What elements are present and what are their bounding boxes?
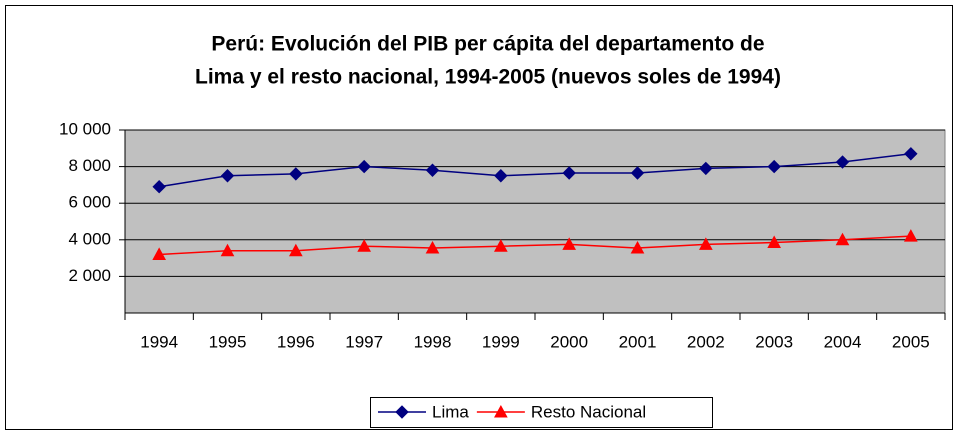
x-tick-label: 2001: [619, 332, 657, 351]
x-tick-label: 1996: [277, 332, 315, 351]
x-tick-label: 2003: [755, 332, 793, 351]
series-line: [159, 235, 911, 256]
y-tick-label: 2 000: [68, 266, 111, 285]
x-tick-label: 1997: [345, 332, 383, 351]
y-tick-label: 6 000: [68, 193, 111, 212]
data-point: [698, 237, 713, 250]
data-point: [767, 159, 781, 174]
data-point: [494, 169, 508, 183]
data-point: [425, 163, 440, 177]
data-point: [289, 167, 303, 181]
plot-area: [124, 129, 946, 314]
data-point: [562, 237, 577, 250]
legend-marker: [395, 405, 409, 419]
data-point: [562, 166, 576, 180]
y-tick-label: 4 000: [68, 229, 111, 248]
legend-label: Lima: [432, 402, 469, 421]
data-point: [835, 232, 850, 246]
data-point: [220, 243, 235, 257]
data-point: [904, 147, 918, 161]
data-point: [220, 169, 235, 183]
x-tick-label: 1994: [140, 332, 178, 351]
data-point: [767, 235, 782, 249]
data-point: [288, 243, 303, 257]
data-point: [493, 239, 508, 252]
y-tick-label: 10 000: [59, 119, 111, 138]
data-point: [835, 155, 850, 169]
data-point: [630, 166, 645, 180]
x-tick-label: 2005: [892, 332, 930, 351]
data-point: [425, 240, 440, 254]
legend: [370, 397, 713, 428]
legend-marker: [494, 404, 508, 418]
data-point: [357, 159, 371, 174]
chart-title: Perú: Evolución del PIB per cápita del d…: [211, 33, 764, 56]
series-line: [159, 153, 911, 188]
data-point: [699, 161, 713, 176]
y-tick-label: 8 000: [68, 156, 111, 175]
chart-title: Lima y el resto nacional, 1994-2005 (nue…: [195, 66, 781, 89]
x-tick-label: 1998: [414, 332, 452, 351]
data-point: [903, 229, 918, 242]
data-point: [152, 247, 167, 260]
x-tick-label: 2004: [824, 332, 862, 351]
x-tick-label: 1995: [209, 332, 247, 351]
data-point: [630, 240, 645, 254]
x-tick-label: 1999: [482, 332, 520, 351]
data-point: [357, 239, 372, 252]
legend-label: Resto Nacional: [531, 402, 646, 421]
data-point: [152, 180, 166, 194]
x-tick-label: 2002: [687, 332, 725, 351]
x-tick-label: 2000: [550, 332, 588, 351]
